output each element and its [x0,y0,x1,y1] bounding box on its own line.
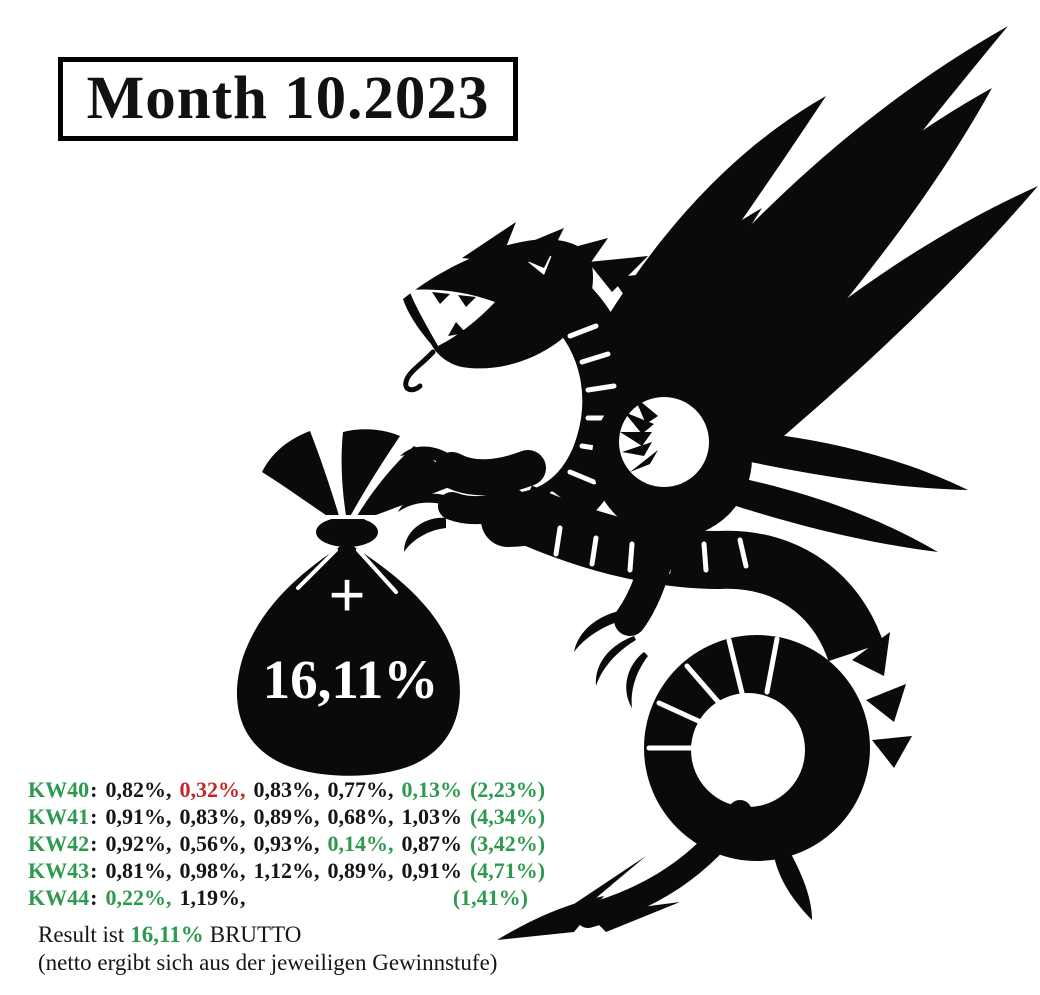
kw40-label: KW40 [28,777,90,802]
kw43-total: (4,71%) [469,858,546,883]
dragon-body [508,378,884,663]
kw44-value: 1,19%, [179,885,246,910]
kw42-value: 0,56%, [179,831,246,856]
dragon-front-claws [398,446,546,552]
kw42-value: 0,14%, [327,831,394,856]
kw41-value: 0,89%, [253,804,320,829]
kw41-value: 1,03% [401,804,462,829]
kw41-total: (4,34%) [469,804,546,829]
kw44-value: 0,22%, [105,885,172,910]
bag-plus-sign: + [328,559,366,632]
kw40-value: 0,77%, [327,777,394,802]
money-bag-icon [236,429,460,776]
kw42-row: KW42: 0,92%, 0,56%, 0,93%, 0,14%, 0,87% … [28,831,546,856]
kw42-value: 0,87% [401,831,462,856]
kw43-value: 0,89%, [327,858,394,883]
result-line: Result ist 16,11% BRUTTO [38,921,497,949]
kw44-total: (1,41%) [452,885,528,910]
dragon-wings [586,26,1038,552]
kw43-value: 0,98%, [179,858,246,883]
result-value: 16,11% [130,922,204,947]
kw42-value: 0,92%, [105,831,172,856]
kw44-row: KW44: 0,22%, 1,19%, (1,41%) [28,885,528,910]
kw43-value: 1,12%, [253,858,320,883]
weekly-results-list: KW40: 0,82%, 0,32%, 0,83%, 0,77%, 0,13% … [28,777,546,912]
kw43-value: 0,91% [401,858,462,883]
month-title: Month 10.2023 [86,65,490,132]
bag-percentage: 16,11% [262,649,439,710]
kw43-value: 0,81%, [105,858,172,883]
kw40-value: 0,32%, [179,777,246,802]
kw43-label: KW43 [28,858,90,883]
kw42-total: (3,42%) [469,831,546,856]
dragon-tail [497,632,912,940]
result-summary: Result ist 16,11% BRUTTO (netto ergibt sic… [38,921,497,977]
kw40-row: KW40: 0,82%, 0,32%, 0,83%, 0,77%, 0,13% … [28,777,546,802]
kw41-value: 0,91%, [105,804,172,829]
result-note: (netto ergibt sich aus der jeweiligen Ge… [38,950,498,975]
month-title-box: Month 10.2023 [58,57,518,141]
kw42-value: 0,93%, [253,831,320,856]
kw44-label: KW44 [28,885,90,910]
result-suffix: BRUTTO [209,922,302,947]
kw42-label: KW42 [28,831,90,856]
kw43-row: KW43: 0,81%, 0,98%, 1,12%, 0,89%, 0,91% … [28,858,546,883]
kw41-value: 0,68%, [327,804,394,829]
kw41-value: 0,83%, [179,804,246,829]
kw40-value: 0,13% [401,777,462,802]
kw40-total: (2,23%) [469,777,546,802]
kw41-row: KW41: 0,91%, 0,83%, 0,89%, 0,68%, 1,03% … [28,804,546,829]
kw40-value: 0,82%, [105,777,172,802]
dragon-head [403,222,660,393]
kw41-label: KW41 [28,804,90,829]
result-prefix: Result ist [38,922,125,947]
kw40-value: 0,83%, [253,777,320,802]
